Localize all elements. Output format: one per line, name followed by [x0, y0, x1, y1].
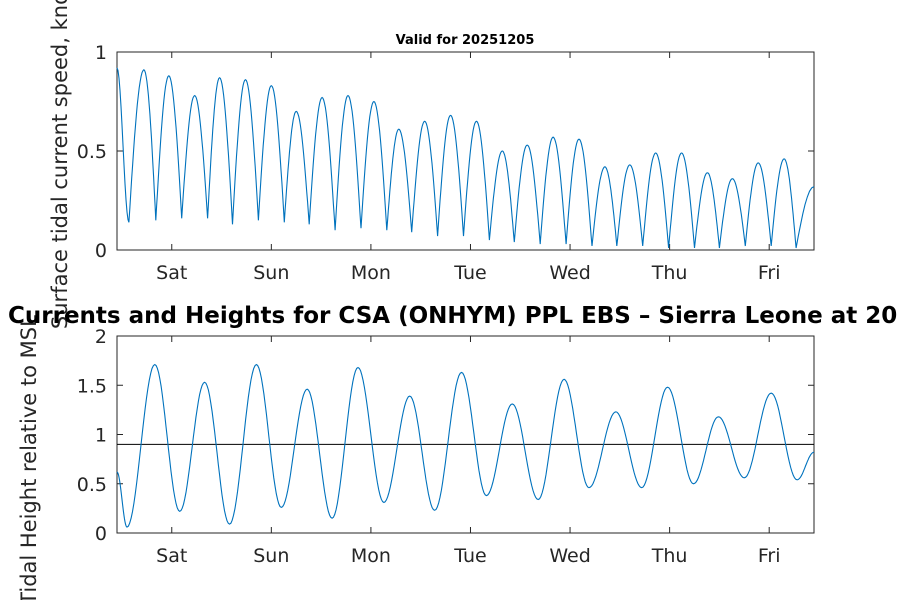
- xtick-label-sun: Sun: [253, 262, 289, 284]
- xtick-label-tue: Tue: [453, 262, 486, 284]
- ytick-label: 0.5: [77, 141, 107, 163]
- ytick-label: 0: [95, 240, 107, 262]
- tidal-height-ticks: 0 0.5 1 1.5 2 Sat Sun Mon Tue Wed Thu Fri: [77, 326, 814, 567]
- xtick-label-wed: Wed: [549, 262, 590, 284]
- xtick-label-sat: Sat: [156, 262, 187, 284]
- ytick-label: 1: [95, 42, 107, 64]
- xtick-label-wed: Wed: [549, 545, 590, 567]
- main-figure-title: Currents and Heights for CSA (ONHYM) PPL…: [8, 303, 897, 329]
- xtick-label-fri: Fri: [758, 262, 781, 284]
- tidal-height-line: [116, 363, 815, 528]
- xtick-label-mon: Mon: [351, 262, 391, 284]
- ytick-label: 1: [95, 425, 107, 447]
- xtick-label-mon: Mon: [351, 545, 391, 567]
- ytick-label: 0: [95, 523, 107, 545]
- ytick-label: 2: [95, 326, 107, 348]
- xtick-label-tue: Tue: [453, 545, 486, 567]
- current-speed-line: [116, 67, 815, 249]
- xtick-label-fri: Fri: [758, 545, 781, 567]
- xtick-label-sat: Sat: [156, 545, 187, 567]
- tidal-height-axes-box: [116, 335, 815, 534]
- ytick-label: 0.5: [77, 474, 107, 496]
- current-speed-ticks: 0 0.5 1 Sat Sun Mon Tue Wed Thu Fri: [77, 42, 814, 284]
- tidal-height-chart: 0 0.5 1 1.5 2 Sat Sun Mon Tue Wed Thu Fri Tidal Hei…: [17, 315, 815, 600]
- xtick-label-thu: Thu: [651, 545, 688, 567]
- xtick-label-sun: Sun: [253, 545, 289, 567]
- xtick-label-thu: Thu: [651, 262, 688, 284]
- tidal-height-ylabel: Tidal Height relative to MSL: [17, 315, 41, 600]
- current-speed-chart: 0 0.5 1 Sat Sun Mon Tue Wed Thu Fri Valid for 202…: [48, 0, 815, 329]
- current-speed-title: Valid for 20251205: [396, 33, 535, 48]
- current-speed-ylabel: Surface tidal current speed, knots: [48, 0, 72, 329]
- ytick-label: 1.5: [77, 375, 107, 397]
